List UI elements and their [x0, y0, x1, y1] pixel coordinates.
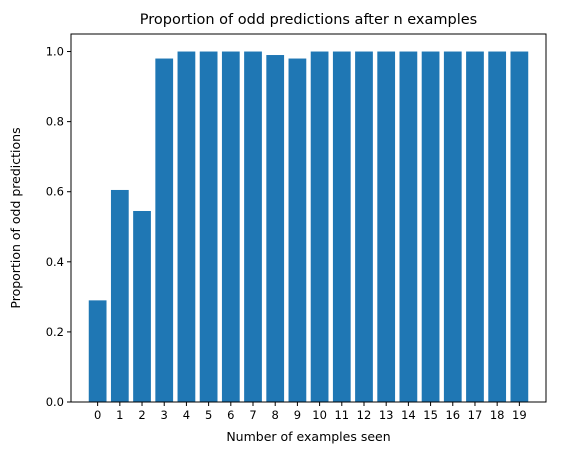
bar-6	[222, 52, 240, 402]
bar-1	[111, 190, 129, 402]
bar-15	[422, 52, 440, 402]
bar-3	[155, 59, 173, 402]
bar-8	[266, 55, 284, 402]
bar-12	[355, 52, 373, 402]
bar-14	[400, 52, 418, 402]
bar-19	[510, 52, 528, 402]
bar-7	[244, 52, 262, 402]
bar-10	[311, 52, 329, 402]
chart-title: Proportion of odd predictions after n ex…	[140, 12, 478, 28]
x-tick-label: 8	[272, 408, 279, 422]
x-tick-label: 17	[468, 408, 483, 422]
y-tick-label: 0.4	[46, 255, 64, 269]
bar-9	[289, 59, 307, 402]
x-tick-label: 16	[445, 408, 460, 422]
x-tick-label: 6	[227, 408, 234, 422]
y-axis: 0.0 0.2 0.4 0.6 0.8 1.0	[46, 45, 71, 409]
bar-11	[333, 52, 351, 402]
x-tick-label: 19	[512, 408, 527, 422]
y-tick-label: 0.2	[46, 325, 64, 339]
bar-18	[488, 52, 506, 402]
bar-0	[89, 300, 107, 402]
x-tick-label: 18	[490, 408, 505, 422]
x-tick-label: 14	[401, 408, 416, 422]
x-tick-label: 3	[161, 408, 168, 422]
y-axis-label: Proportion of odd predictions	[8, 127, 23, 308]
bars-group	[89, 52, 528, 402]
x-tick-label: 7	[249, 408, 256, 422]
x-tick-label: 5	[205, 408, 212, 422]
bar-2	[133, 211, 151, 402]
x-axis: 0 1 2 3 4 5 6 7 8 9 10 11 12 13 14 15 16 17 18 19	[94, 402, 527, 422]
x-tick-label: 10	[312, 408, 327, 422]
x-tick-label: 1	[116, 408, 123, 422]
x-tick-label: 9	[294, 408, 301, 422]
bar-4	[178, 52, 196, 402]
x-tick-label: 15	[423, 408, 438, 422]
bar-17	[466, 52, 484, 402]
x-axis-label: Number of examples seen	[226, 429, 390, 444]
bar-16	[444, 52, 462, 402]
y-tick-label: 0.6	[46, 185, 64, 199]
x-tick-label: 12	[357, 408, 372, 422]
y-tick-label: 0.8	[46, 115, 64, 129]
y-tick-label: 1.0	[46, 45, 64, 59]
x-tick-label: 4	[183, 408, 190, 422]
bar-5	[200, 52, 218, 402]
y-tick-label: 0.0	[46, 395, 64, 409]
x-tick-label: 2	[138, 408, 145, 422]
x-tick-label: 13	[379, 408, 394, 422]
x-tick-label: 11	[334, 408, 349, 422]
x-tick-label: 0	[94, 408, 101, 422]
bar-13	[377, 52, 395, 402]
